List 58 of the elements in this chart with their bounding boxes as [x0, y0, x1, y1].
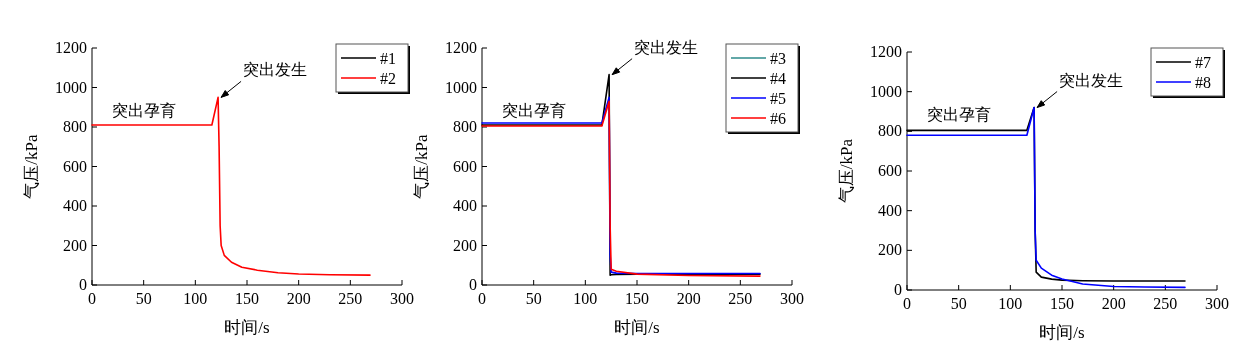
x-tick-label: 250 — [338, 290, 363, 307]
y-tick-label: 800 — [453, 118, 477, 135]
y-tick-label: 1200 — [870, 43, 902, 60]
annotation: 突出发生 — [1059, 71, 1124, 89]
x-tick-label: 100 — [573, 290, 598, 307]
x-tick-label: 50 — [950, 295, 967, 312]
x-tick-label: 100 — [998, 295, 1023, 312]
y-tick-label: 600 — [63, 157, 87, 175]
y-tick-label: 1000 — [55, 78, 87, 96]
legend-label: #2 — [380, 70, 396, 87]
y-tick-label: 1200 — [55, 39, 87, 56]
y-tick-label: 600 — [453, 157, 477, 175]
y-tick-label: 200 — [63, 236, 87, 254]
x-tick-label: 300 — [390, 290, 414, 307]
x-tick-label: 50 — [525, 290, 542, 307]
x-tick-label: 200 — [286, 290, 311, 307]
legend-label: #5 — [770, 90, 786, 107]
y-tick-label: 800 — [63, 118, 87, 135]
legend-label: #8 — [1195, 74, 1211, 91]
legend-label: #3 — [770, 50, 786, 67]
x-axis-title: 时间/s — [1039, 323, 1085, 342]
x-tick-label: 300 — [1205, 295, 1229, 312]
legend-label: #4 — [770, 70, 786, 87]
annotation: 突出发生 — [243, 61, 308, 79]
y-tick-label: 0 — [79, 276, 87, 293]
y-tick-label: 800 — [878, 122, 902, 140]
x-axis-title: 时间/s — [224, 318, 270, 337]
x-tick-label: 250 — [1153, 295, 1178, 312]
x-tick-label: 150 — [235, 290, 259, 307]
x-tick-label: 50 — [135, 290, 152, 307]
y-axis-title: 气压/kPa — [22, 133, 41, 199]
annotation: 突出孕育 — [502, 102, 566, 119]
y-tick-label: 1200 — [445, 39, 477, 56]
annotation: 突出孕育 — [927, 106, 991, 123]
x-tick-label: 150 — [1050, 295, 1074, 312]
y-tick-label: 400 — [453, 197, 477, 214]
annotation: 突出发生 — [634, 38, 699, 56]
y-axis-title: 气压/kPa — [412, 133, 431, 199]
annotation: 突出孕育 — [112, 102, 176, 119]
y-tick-label: 1000 — [445, 78, 477, 96]
y-tick-label: 600 — [878, 162, 902, 179]
legend-label: #7 — [1195, 54, 1211, 71]
y-tick-label: 0 — [469, 276, 477, 293]
y-tick-label: 400 — [63, 197, 87, 214]
x-tick-label: 300 — [780, 290, 804, 307]
x-tick-label: 200 — [676, 290, 701, 307]
x-tick-label: 250 — [728, 290, 753, 307]
x-axis-title: 时间/s — [614, 318, 660, 337]
x-tick-label: 200 — [1101, 295, 1126, 312]
y-tick-label: 200 — [453, 236, 477, 254]
y-tick-label: 400 — [878, 201, 902, 219]
legend-label: #1 — [380, 50, 396, 67]
y-axis-title: 气压/kPa — [837, 138, 856, 204]
y-tick-label: 200 — [878, 241, 902, 259]
x-tick-label: 150 — [625, 290, 649, 307]
x-tick-label: 100 — [183, 290, 208, 307]
legend-label: #6 — [770, 110, 786, 127]
y-tick-label: 1000 — [870, 82, 902, 100]
